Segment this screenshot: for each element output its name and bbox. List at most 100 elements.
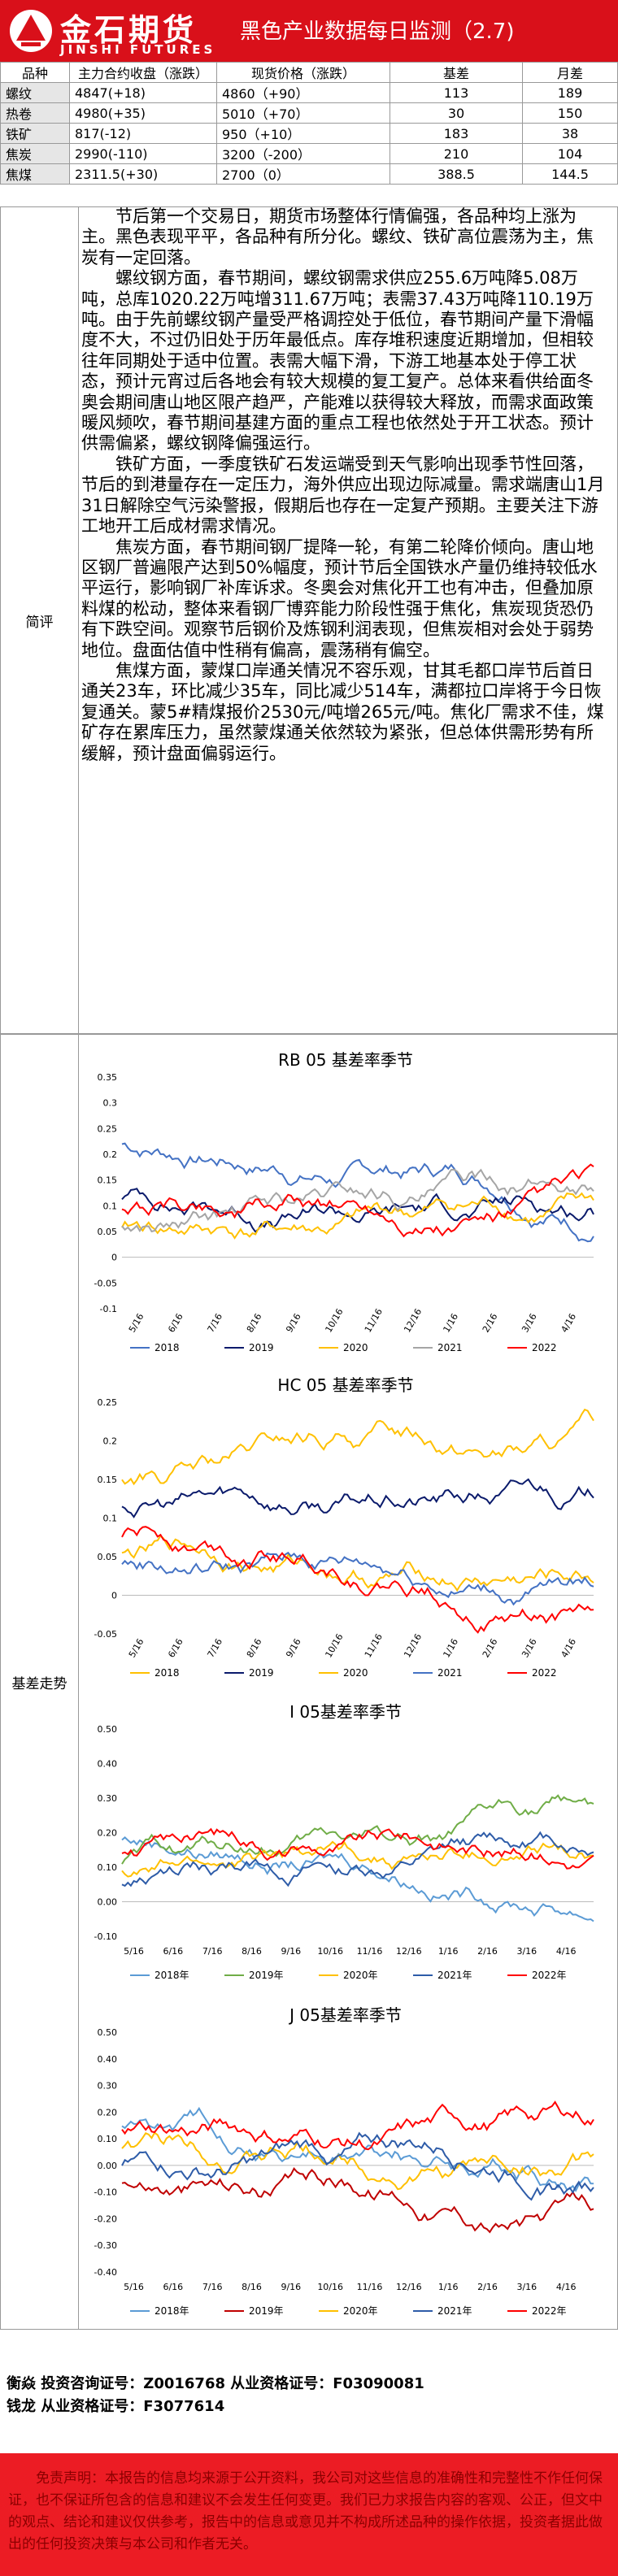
x-tick-label: 3/16 — [516, 2282, 537, 2292]
series-line — [121, 2167, 594, 2234]
table-row: 铁矿 817(-12) 950（+10） 183 38 — [0, 123, 618, 144]
y-tick-label: 0.30 — [98, 2081, 118, 2092]
legend-label: 2021 — [437, 1667, 463, 1679]
x-tick-label: 11/16 — [357, 2282, 383, 2292]
legend-label: 2019 — [249, 1667, 274, 1679]
column-header: 品种 — [0, 62, 70, 83]
comment-label: 简评 — [1, 207, 79, 1033]
table-row: 焦炭 2990(-110) 3200（-200） 210 104 — [0, 143, 618, 164]
y-tick-label: 0 — [111, 1591, 117, 1601]
series-line — [121, 1408, 594, 1486]
x-tick-label: 12/16 — [402, 1307, 424, 1335]
series-line — [121, 1535, 594, 1592]
table-row: 热卷 4980(+35) 5010（+70） 30 150 — [0, 102, 618, 124]
comment-paragraph: 铁矿方面，一季度铁矿石发运端受到天气影响出现季节性回落，节后的到港量存在一定压力… — [81, 454, 605, 536]
x-tick-label: 10/16 — [317, 1946, 343, 1957]
x-tick-label: 5/16 — [127, 1312, 146, 1335]
j-basis-chart: J 05基差率季节 0.50 0.40 0.30 0.20 0.10 0.00 -0.10 -… — [81, 1996, 610, 2329]
y-tick-label: -0.05 — [94, 1629, 117, 1640]
spread-value: 150 — [522, 102, 618, 124]
logo-mark-icon — [10, 10, 52, 52]
x-tick-label: 1/16 — [442, 1637, 461, 1660]
y-tick-label: 0.00 — [98, 2161, 118, 2171]
series-line — [121, 1831, 594, 1887]
legend-label: 2019 — [249, 1342, 274, 1353]
x-tick-label: 9/16 — [281, 1946, 301, 1957]
x-tick-label: 7/16 — [206, 1312, 225, 1335]
column-header: 基差 — [390, 62, 523, 83]
table-row: 螺纹 4847(+18) 4860（+90） 113 189 — [0, 82, 618, 103]
x-tick-label: 2/16 — [481, 1637, 500, 1660]
x-tick-label: 8/16 — [242, 2282, 262, 2292]
rb-basis-chart: RB 05 基差率季节 0.35 0.3 0.25 0.2 0.15 0.1 0.05 0 -0… — [81, 1040, 610, 1366]
x-tick-label: 7/16 — [206, 1637, 225, 1660]
x-tick-label: 6/16 — [163, 2282, 183, 2292]
x-tick-label: 6/16 — [166, 1637, 185, 1660]
x-tick-label: 6/16 — [166, 1312, 185, 1335]
series-line — [121, 2131, 594, 2191]
legend-label: 2022 — [532, 1667, 557, 1679]
x-tick-label: 11/16 — [357, 1946, 383, 1957]
futures-close: 817(-12) — [69, 123, 217, 144]
x-tick-label: 4/16 — [556, 2282, 577, 2292]
x-tick-label: 11/16 — [363, 1307, 385, 1335]
legend-label: 2021年 — [437, 2305, 472, 2317]
y-tick-label: 0.15 — [98, 1175, 118, 1186]
series-line — [121, 1551, 594, 1606]
chart-title: HC 05 基差率季节 — [277, 1375, 414, 1395]
y-tick-label: 0.25 — [98, 1397, 118, 1408]
y-tick-label: 0.10 — [98, 2134, 118, 2144]
x-tick-label: 12/16 — [402, 1632, 424, 1660]
report-title: 黑色产业数据每日监测（2.7) — [240, 20, 515, 44]
legend-label: 2020 — [343, 1342, 368, 1353]
x-tick-label: 5/16 — [124, 2282, 144, 2292]
legend-label: 2020年 — [343, 2305, 378, 2317]
chart-title: I 05基差率季节 — [289, 1702, 402, 1722]
series-line — [121, 2131, 594, 2201]
legend-label: 2018年 — [154, 2305, 189, 2317]
basis-value: 113 — [390, 82, 523, 103]
legend-label: 2018年 — [154, 1970, 189, 1981]
y-tick-label: 0.40 — [98, 2054, 118, 2065]
legend-label: 2022年 — [532, 2305, 567, 2317]
chart-svg: 0.35 0.3 0.25 0.2 0.15 0.1 0.05 0 -0.05 -0.1 5/16 6… — [94, 1072, 594, 1353]
series-line — [121, 1188, 594, 1233]
legend-label: 2020 — [343, 1667, 368, 1679]
x-tick-label: 12/16 — [396, 1946, 422, 1957]
y-tick-label: 0.15 — [98, 1475, 118, 1485]
disclaimer-text: 免责声明：本报告的信息均来源于公开资料，我公司对这些信息的准确性和完整性不作任何… — [8, 2470, 603, 2552]
legend-label: 2018 — [154, 1342, 180, 1353]
x-tick-label: 3/16 — [520, 1637, 539, 1660]
x-tick-label: 9/16 — [284, 1312, 303, 1335]
x-tick-label: 1/16 — [438, 1946, 459, 1957]
quotes-table: 品种 主力合约收盘（涨跌） 现货价格（涨跌） 基差 月差 螺纹 4847(+18)… — [0, 62, 618, 185]
series-line — [121, 1526, 594, 1634]
legend-label: 2022 — [532, 1342, 557, 1353]
chart-title: RB 05 基差率季节 — [278, 1050, 413, 1070]
y-tick-label: 0.50 — [98, 2027, 118, 2038]
x-tick-label: 1/16 — [442, 1312, 461, 1335]
x-tick-label: 1/16 — [438, 2282, 459, 2292]
legend-label: 2019年 — [249, 2305, 284, 2317]
series-line — [121, 1142, 594, 1243]
x-tick-label: 3/16 — [520, 1312, 539, 1335]
y-tick-label: 0.3 — [103, 1098, 118, 1109]
author-2: 钱龙 从业资格证号：F3077614 — [7, 2398, 225, 2415]
x-tick-label: 7/16 — [202, 1946, 223, 1957]
series-line — [121, 1478, 594, 1518]
y-tick-label: -0.05 — [94, 1278, 117, 1288]
x-tick-label: 4/16 — [559, 1637, 579, 1660]
x-tick-label: 2/16 — [481, 1312, 500, 1335]
y-tick-label: -0.10 — [94, 2187, 117, 2198]
chart-svg: 0.25 0.2 0.15 0.1 0.05 0 -0.05 5/16 6/16 7/16 8/16… — [94, 1397, 594, 1679]
commodity-name: 焦煤 — [0, 163, 70, 185]
series-line — [121, 1827, 594, 1870]
author-1: 衡焱 投资咨询证号：Z0016768 从业资格证号：F03090081 — [7, 2375, 424, 2392]
y-tick-label: -0.30 — [94, 2240, 117, 2251]
comment-paragraph: 节后第一个交易日，期货市场整体行情偏强，各品种均上涨为主。黑色表现平平，各品种有… — [81, 206, 594, 267]
basis-value: 183 — [390, 123, 523, 144]
legend-label: 2019年 — [249, 1970, 284, 1981]
x-tick-label: 9/16 — [281, 2282, 301, 2292]
y-tick-label: 0.2 — [103, 1149, 118, 1160]
spread-value: 104 — [522, 143, 618, 164]
